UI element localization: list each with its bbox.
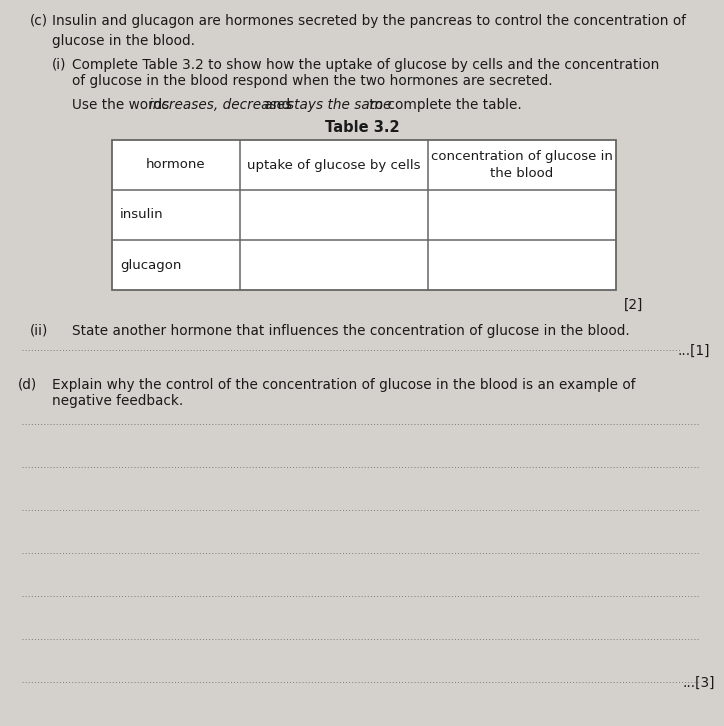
Text: insulin: insulin [120,208,164,221]
Text: negative feedback.: negative feedback. [52,394,183,408]
Text: hormone: hormone [146,158,206,171]
Text: of glucose in the blood respond when the two hormones are secreted.: of glucose in the blood respond when the… [72,74,552,88]
Text: Use the words: Use the words [72,98,174,112]
Text: and: and [260,98,294,112]
Text: Complete Table 3.2 to show how the uptake of glucose by cells and the concentrat: Complete Table 3.2 to show how the uptak… [72,58,660,72]
Text: uptake of glucose by cells: uptake of glucose by cells [248,158,421,171]
Text: Table 3.2: Table 3.2 [324,120,400,135]
Text: to complete the table.: to complete the table. [365,98,521,112]
Text: [2]: [2] [624,298,644,312]
Text: (c): (c) [30,14,48,28]
Text: (i): (i) [52,58,67,72]
Text: (d): (d) [18,378,37,392]
Text: increases, decreases: increases, decreases [149,98,292,112]
Text: State another hormone that influences the concentration of glucose in the blood.: State another hormone that influences th… [72,324,630,338]
Text: Insulin and glucagon are hormones secreted by the pancreas to control the concen: Insulin and glucagon are hormones secret… [52,14,686,48]
Text: Explain why the control of the concentration of glucose in the blood is an examp: Explain why the control of the concentra… [52,378,636,392]
Text: ...[3]: ...[3] [683,676,715,690]
Bar [112,140,616,290]
Text: stays the same: stays the same [287,98,392,112]
Text: ...[1]: ...[1] [678,344,710,358]
Text: glucagon: glucagon [120,258,182,272]
Text: concentration of glucose in
the blood: concentration of glucose in the blood [431,150,613,180]
Text: (ii): (ii) [30,324,49,338]
